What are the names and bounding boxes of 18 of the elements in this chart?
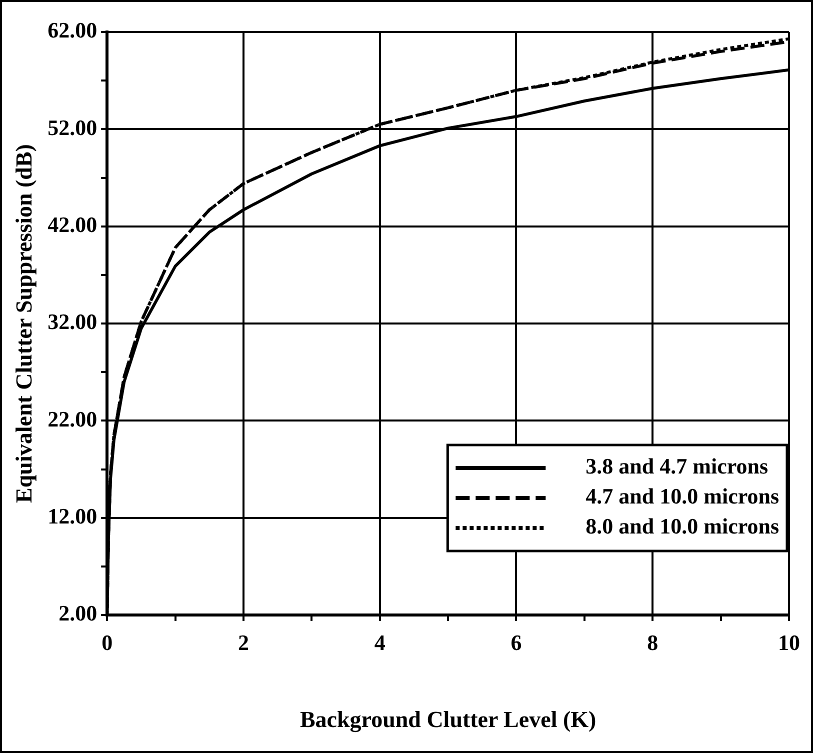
legend-label: 8.0 and 10.0 microns (586, 514, 780, 539)
x-tick-label: 6 (510, 630, 522, 655)
x-tick-label: 0 (102, 630, 113, 655)
x-axis-title: Background Clutter Level (K) (300, 707, 596, 734)
legend-label: 4.7 and 10.0 microns (586, 484, 780, 509)
y-tick-label: 52.00 (48, 114, 98, 140)
x-tick-label: 4 (374, 630, 386, 655)
y-tick-label: 42.00 (48, 212, 98, 238)
x-tick-label: 10 (778, 630, 800, 655)
y-tick-label: 62.00 (48, 18, 98, 43)
y-tick-label: 12.00 (48, 504, 98, 529)
y-tick-label: 32.00 (48, 309, 98, 334)
x-tick-label: 2 (238, 630, 249, 655)
y-tick-label: 22.00 (48, 406, 98, 432)
legend-label: 3.8 and 4.7 microns (586, 454, 768, 479)
x-tick-label: 8 (647, 630, 658, 655)
y-tick-label: 2.00 (58, 600, 98, 626)
y-axis-title: Equivalent Clutter Suppression (dB) (12, 144, 37, 503)
